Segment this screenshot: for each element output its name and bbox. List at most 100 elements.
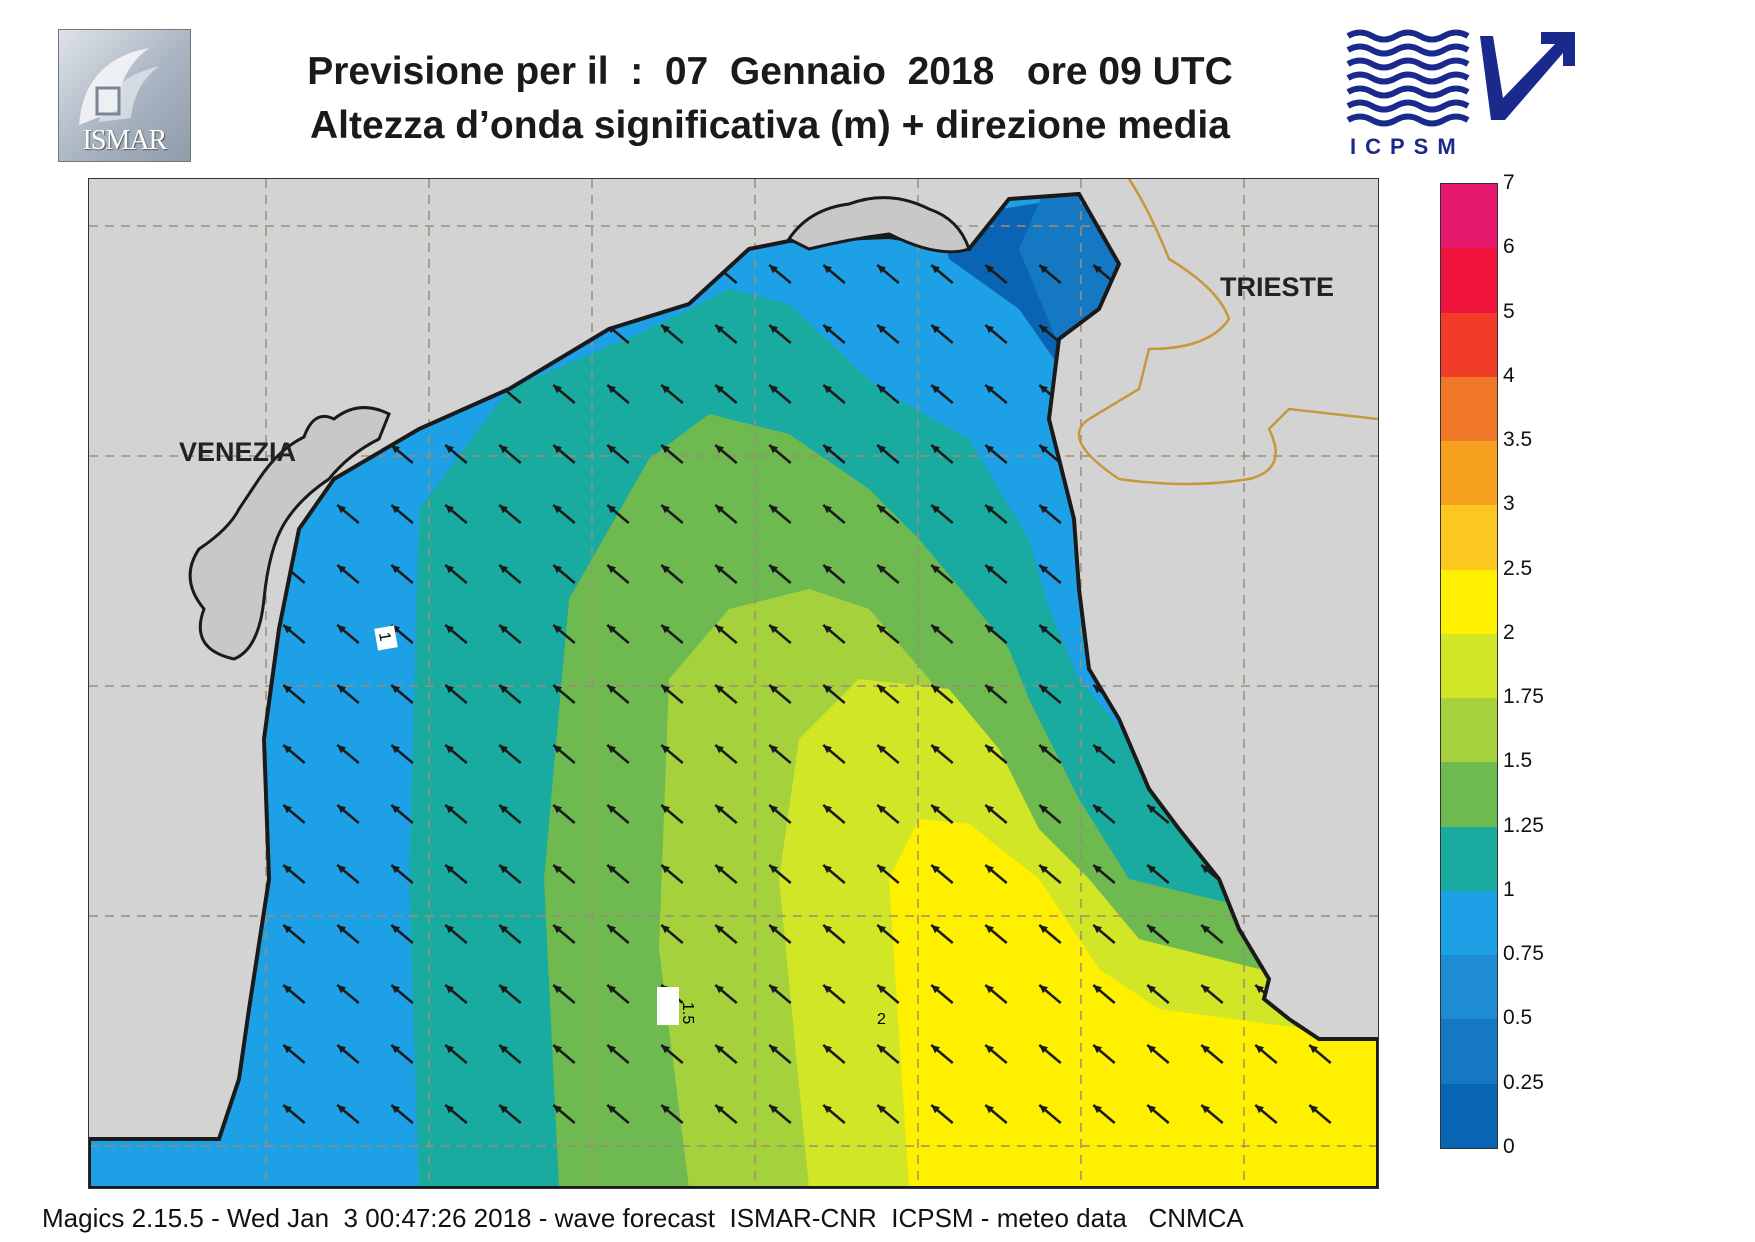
direction-arrow-icon: [552, 804, 576, 824]
direction-arrow-icon: [552, 624, 576, 644]
direction-arrow-icon: [606, 624, 630, 644]
direction-arrow-icon: [606, 564, 630, 584]
direction-arrow-icon: [984, 504, 1008, 524]
direction-arrow-icon: [984, 804, 1008, 824]
legend-tick-label: 2: [1503, 620, 1515, 644]
legend-swatch: [1441, 890, 1497, 956]
direction-arrow-icon: [930, 324, 954, 344]
direction-arrow-icon: [336, 264, 360, 284]
direction-arrow-icon: [1092, 264, 1116, 284]
direction-arrow-icon: [984, 1044, 1008, 1064]
direction-arrow-icon: [984, 984, 1008, 1004]
direction-arrow-icon: [1200, 1044, 1224, 1064]
direction-arrow-icon: [1308, 564, 1332, 584]
direction-arrow-icon: [390, 384, 414, 404]
direction-arrow-icon: [1200, 444, 1224, 464]
direction-arrow-icon: [390, 504, 414, 524]
direction-arrow-icon: [822, 864, 846, 884]
direction-arrow-icon: [660, 624, 684, 644]
direction-arrow-icon: [282, 804, 306, 824]
direction-arrow-icon: [930, 744, 954, 764]
direction-arrow-icon: [660, 804, 684, 824]
direction-arrow-icon: [552, 864, 576, 884]
direction-arrow-icon: [714, 804, 738, 824]
direction-arrow-icon: [822, 984, 846, 1004]
direction-arrow-icon: [282, 324, 306, 344]
direction-arrow-icon: [1200, 804, 1224, 824]
direction-arrow-icon: [444, 1044, 468, 1064]
direction-arrow-icon: [552, 264, 576, 284]
direction-arrow-icon: [336, 324, 360, 344]
direction-arrow-icon: [714, 984, 738, 1004]
direction-arrow-icon: [498, 744, 522, 764]
direction-arrow-icon: [1200, 924, 1224, 944]
direction-arrow-icon: [1254, 624, 1278, 644]
city-label-venezia: VENEZIA: [179, 437, 297, 467]
direction-arrow-icon: [444, 984, 468, 1004]
direction-arrow-icon: [336, 624, 360, 644]
direction-arrow-icon: [660, 264, 684, 284]
direction-arrow-icon: [1308, 984, 1332, 1004]
direction-arrow-icon: [768, 564, 792, 584]
contour-2-2.5: [889, 819, 1378, 1188]
marano-lagoon: [786, 196, 971, 254]
direction-arrow-icon: [1092, 384, 1116, 404]
direction-arrow-icon: [876, 744, 900, 764]
direction-arrow-icon: [336, 684, 360, 704]
direction-arrow-icon: [336, 504, 360, 524]
direction-arrow-icon: [876, 324, 900, 344]
legend-tick-label: 1: [1503, 877, 1515, 901]
direction-arrow-icon: [1146, 684, 1170, 704]
direction-arrow-icon: [768, 1104, 792, 1124]
legend-swatch: [1441, 762, 1497, 828]
direction-arrow-icon: [1146, 564, 1170, 584]
direction-arrow-icon: [498, 264, 522, 284]
direction-arrow-icon: [552, 744, 576, 764]
national-border: [1077, 179, 1378, 486]
direction-arrow-icon: [930, 984, 954, 1004]
direction-arrow-icon: [822, 624, 846, 644]
direction-arrow-icon: [1254, 504, 1278, 524]
direction-arrow-icon: [1092, 624, 1116, 644]
direction-arrow-icon: [606, 264, 630, 284]
direction-arrow-icon: [1254, 564, 1278, 584]
legend-tick-label: 3.5: [1503, 428, 1533, 452]
direction-arrow-icon: [768, 264, 792, 284]
direction-arrow-icon: [336, 864, 360, 884]
legend-swatch: [1441, 376, 1497, 442]
direction-arrow-icon: [1308, 624, 1332, 644]
direction-arrow-icon: [1146, 744, 1170, 764]
direction-arrow-icon: [552, 1104, 576, 1124]
legend-tick-label: 7: [1503, 171, 1515, 194]
direction-arrow-icon: [282, 264, 306, 284]
map-canvas: 1 1.5 2: [89, 179, 1378, 1188]
ismar-logo-text: ISMAR: [82, 125, 168, 156]
direction-arrow-icon: [1146, 1044, 1170, 1064]
direction-arrow-icon: [876, 864, 900, 884]
direction-arrow-icon: [444, 624, 468, 644]
direction-arrow-icon: [282, 1044, 306, 1064]
direction-arrow-icon: [1254, 744, 1278, 764]
legend-swatch: [1441, 248, 1497, 314]
direction-arrow-icon: [714, 564, 738, 584]
legend-tick-label: 0.25: [1503, 1070, 1544, 1094]
direction-arrow-icon: [606, 504, 630, 524]
wave-height-contours: [89, 194, 1378, 1188]
direction-arrow-icon: [876, 984, 900, 1004]
legend-swatch: [1441, 569, 1497, 635]
direction-arrow-icon: [660, 1104, 684, 1124]
direction-arrow-icon: [606, 1044, 630, 1064]
map-grid: [89, 179, 1378, 1188]
direction-arrow-icon: [552, 504, 576, 524]
legend-tick-label: 0.75: [1503, 942, 1544, 966]
direction-arrow-icon: [444, 924, 468, 944]
legend-swatch: [1441, 633, 1497, 699]
direction-arrow-icon: [498, 324, 522, 344]
contour-label-2: 2: [877, 1011, 886, 1028]
legend-tick-label: 1.5: [1503, 749, 1533, 773]
legend-swatch: [1441, 441, 1497, 506]
direction-arrow-icon: [822, 324, 846, 344]
direction-arrow-icon: [660, 1044, 684, 1064]
direction-arrow-icon: [282, 864, 306, 884]
direction-arrow-icon: [768, 744, 792, 764]
